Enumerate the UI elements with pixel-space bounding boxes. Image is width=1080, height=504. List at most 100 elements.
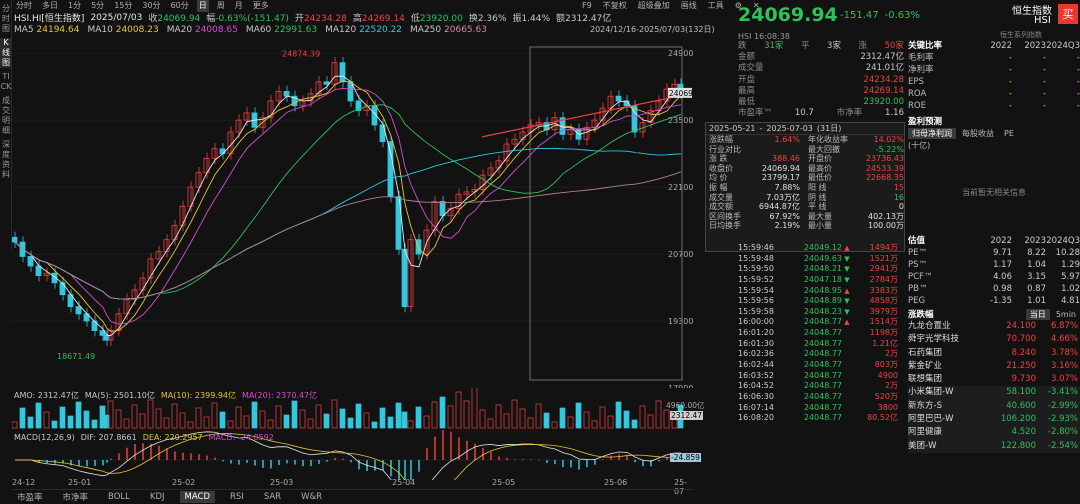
buy-button[interactable]: 买 <box>1058 4 1078 24</box>
candle-body <box>323 81 330 85</box>
macd-chart[interactable] <box>12 430 694 480</box>
mover-row[interactable]: 新东方-S 40.600 -2.99% <box>908 399 1080 414</box>
ratio-row: 毛利率 - - - <box>908 52 1080 64</box>
tab-eps[interactable]: 每股收益 <box>962 129 994 138</box>
settings-icon[interactable]: ⚙ <box>734 1 742 10</box>
mover-row[interactable]: 联想集团 9.730 3.07% <box>908 373 1080 386</box>
macd-dif: DIF: 207.8661 <box>80 433 137 442</box>
mover-row[interactable]: 阿里健康 4.520 -2.80% <box>908 426 1080 440</box>
x-axis-label: 25-01 <box>68 478 92 487</box>
macd-dea: DEA: 220.2957 <box>142 433 203 442</box>
indicator-tab-4[interactable]: MACD <box>179 491 215 503</box>
amount-bar <box>315 404 322 429</box>
tab-timeshare[interactable]: 分时图 <box>2 4 10 33</box>
kline-chart[interactable]: 24900 23500 22100 20700 19300 17900 24874.39 18… <box>12 34 694 388</box>
down-arrow-icon: ▼ <box>844 254 850 263</box>
stats-header: 2025-05-21 - 2025-07-03 (31日) <box>706 123 904 135</box>
quote-value: 23920.00 <box>863 96 904 107</box>
candle-body <box>259 117 266 128</box>
ratio-dash: - <box>1042 89 1046 99</box>
valuation-rows: PE™ 9.71 8.22 10.28 PS™ 1.17 1.04 1.29 PCF™ 4.06 3… <box>908 247 1080 307</box>
profit-unit: (十亿) <box>908 141 931 150</box>
movers-list[interactable]: 九龙仓置业 24.100 6.87% 舜宇光学科技 70.700 4.66% 石药集团 8.2… <box>908 320 1080 453</box>
mover-name: 阿里健康 <box>908 427 943 438</box>
tab-trade-detail[interactable]: 成交明细 <box>2 96 10 135</box>
mover-row[interactable]: 小米集团-W 58.100 -3.41% <box>908 386 1080 400</box>
mover-row[interactable]: 阿里巴巴-W 106.200 -2.93% <box>908 413 1080 427</box>
tools-button[interactable]: 工具 <box>707 1 724 10</box>
stats-label-2: 最低价 <box>808 173 832 183</box>
period-6[interactable]: 60分 <box>170 1 189 10</box>
mover-row[interactable]: 九龙仓置业 24.100 6.87% <box>908 320 1080 333</box>
stats-days: (31日) <box>816 124 842 133</box>
tab-pe[interactable]: PE <box>1004 129 1014 138</box>
amo-label: AMO: 2312.47亿 <box>14 391 79 400</box>
flat-icon <box>842 328 852 339</box>
period-2[interactable]: 1分 <box>68 1 82 10</box>
tab-5min[interactable]: 5min <box>1055 309 1076 319</box>
indicator-tab-2[interactable]: BOLL <box>108 492 130 502</box>
period-10[interactable]: 更多 <box>252 1 269 10</box>
tick-row: 16:03:52 24048.77 4900 <box>738 371 906 382</box>
period-1[interactable]: 多日 <box>42 1 58 10</box>
stats-row: 成交额 6944.87亿平 线 0 <box>706 202 904 212</box>
period-4[interactable]: 15分 <box>114 1 133 10</box>
period-9[interactable]: 月 <box>234 1 243 10</box>
indicator-tab-5[interactable]: RSI <box>230 492 244 502</box>
tab-tick[interactable]: TICK <box>0 72 12 91</box>
adjust-dropdown[interactable]: 不复权 <box>602 1 627 10</box>
candle-body <box>487 167 494 176</box>
amount-bar <box>163 417 170 429</box>
macd-legend: MACD(12,26,9) DIF: 207.8661 DEA: 220.295… <box>14 433 274 442</box>
indicator-tab-3[interactable]: KDJ <box>149 492 165 502</box>
indicator-tab-0[interactable]: 市盈率 <box>17 493 43 503</box>
valuation-value: 1.01 <box>1027 296 1046 306</box>
close-icon[interactable]: ✕ <box>752 1 760 10</box>
tab-kline[interactable]: K线图 <box>0 38 12 68</box>
close-value: 24069.94 <box>157 14 201 24</box>
stats-to[interactable]: 2025-07-03 <box>766 124 813 133</box>
candle-body <box>163 239 170 253</box>
tab-net-profit[interactable]: 归母净利润 <box>908 128 956 139</box>
quote-row: 成交量 241.01亿 <box>738 63 904 74</box>
valuation-name: PCF™ <box>908 272 933 282</box>
stats-value-2: 0 <box>898 202 904 212</box>
ma-legend: MA5 24194.64 MA10 24008.23 MA20 24008.65… <box>14 24 734 35</box>
tick-list[interactable]: 15:59:46 24049.12 ▲ 1494万 15:59:48 24049.63 ▼ 1… <box>738 243 906 424</box>
flat-icon <box>842 381 852 392</box>
f9-button[interactable]: F9 <box>582 1 592 10</box>
amount-bar <box>251 401 258 429</box>
tab-today[interactable]: 当日 <box>1025 308 1050 320</box>
indicator-tab-6[interactable]: SAR <box>263 492 282 502</box>
draw-button[interactable]: 画线 <box>680 1 697 10</box>
mover-row[interactable]: 紫金矿业 21.250 3.16% <box>908 360 1080 373</box>
amount-bar <box>51 420 58 429</box>
candle-body <box>187 186 194 207</box>
valuation-value: -1.35 <box>990 296 1012 306</box>
tick-price: 24048.77 <box>803 360 842 370</box>
amount-bar <box>275 405 282 429</box>
stats-label: 收盘价 <box>709 163 733 173</box>
candle-body <box>315 81 322 95</box>
stats-from[interactable]: 2025-05-21 <box>709 124 756 133</box>
mover-row[interactable]: 舜宇光学科技 70.700 4.66% <box>908 333 1080 346</box>
indicator-tab-7[interactable]: W&R <box>301 492 323 502</box>
mover-row[interactable]: 石药集团 8.240 3.78% <box>908 347 1080 360</box>
ratio-name: EPS <box>908 77 924 87</box>
tick-row: 16:07:14 24048.77 3800 <box>738 403 906 414</box>
period-8[interactable]: 周 <box>216 1 225 10</box>
period-3[interactable]: 5分 <box>91 1 105 10</box>
overlay-button[interactable]: 超级叠加 <box>637 1 670 10</box>
tick-row: 16:01:30 24048.77 1.21亿 <box>738 339 906 350</box>
candle-body <box>147 258 154 279</box>
mover-name: 阿里巴巴-W <box>908 414 954 425</box>
mover-row[interactable]: 美团-W 122.800 -2.54% <box>908 439 1080 453</box>
period-5[interactable]: 30分 <box>142 1 161 10</box>
amount-bar <box>455 391 462 429</box>
indicator-tab-1[interactable]: 市净率 <box>62 493 89 503</box>
candle-body <box>503 143 510 162</box>
amount-bar <box>647 414 654 429</box>
period-7[interactable]: 日 <box>196 0 209 12</box>
tab-depth[interactable]: 深度资料 <box>2 140 10 179</box>
period-0[interactable]: 分时 <box>16 1 32 10</box>
